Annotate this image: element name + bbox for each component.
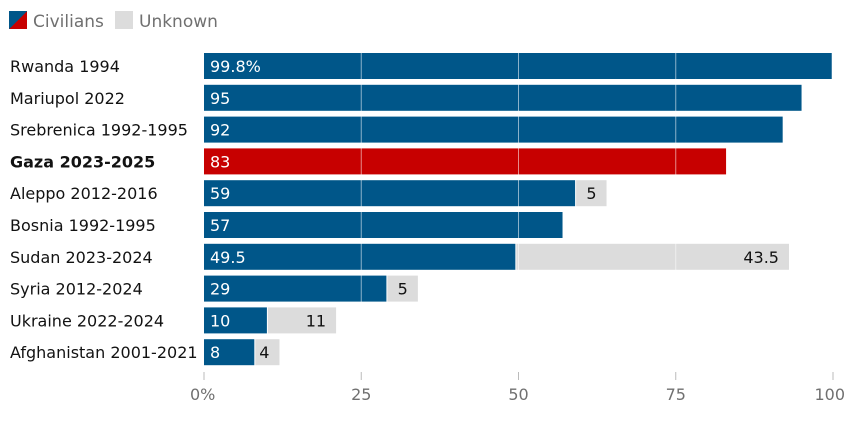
bar-civilians (204, 180, 576, 207)
bar-unknown (267, 307, 337, 334)
x-tick-label: 75 (666, 385, 686, 404)
x-tick-label: 0% (190, 385, 215, 404)
bar-civilians (204, 212, 563, 238)
category-label: Sudan 2023-2024 (10, 248, 153, 267)
category-label: Ukraine 2022-2024 (10, 311, 164, 330)
bar-unknown (387, 275, 418, 302)
legend-swatch-unknown (115, 11, 133, 29)
data-label-civilians: 92 (210, 121, 230, 140)
data-label-civilians: 49.5 (210, 248, 246, 267)
bar-civilians (204, 243, 516, 270)
category-label: Afghanistan 2001-2021 (10, 343, 198, 362)
data-label-civilians: 57 (210, 216, 230, 235)
bar-unknown (255, 339, 280, 366)
data-label-civilians: 8 (210, 343, 220, 362)
category-label: Aleppo 2012-2016 (10, 184, 158, 203)
data-label-civilians: 83 (210, 152, 230, 171)
bar-civilians (204, 84, 802, 111)
data-label-civilians: 95 (210, 89, 230, 108)
bar-unknown (576, 180, 607, 207)
legend-label-civilians: Civilians (33, 12, 104, 32)
bar-unknown (516, 243, 789, 270)
x-tick-label: 50 (508, 385, 528, 404)
data-label-civilians: 99.8% (210, 57, 261, 76)
category-label: Bosnia 1992-1995 (10, 216, 156, 235)
bar-civilians (204, 307, 267, 334)
bar-civilians (204, 148, 727, 175)
bar-civilians (204, 116, 783, 143)
data-label-unknown: 5 (586, 184, 596, 203)
legend-label-unknown: Unknown (139, 12, 218, 32)
category-label: Rwanda 1994 (10, 57, 120, 76)
category-label: Srebrenica 1992-1995 (10, 121, 188, 140)
data-label-unknown: 4 (259, 343, 269, 362)
legend-swatch-civilians (9, 11, 27, 29)
bar-civilians (204, 53, 832, 79)
data-label-unknown: 43.5 (743, 248, 779, 267)
data-label-civilians: 10 (210, 311, 230, 330)
bar-civilians (204, 339, 255, 366)
bar-civilians (204, 275, 387, 302)
category-label: Mariupol 2022 (10, 89, 125, 108)
data-label-civilians: 59 (210, 184, 230, 203)
x-tick-label: 25 (351, 385, 371, 404)
category-label: Syria 2012-2024 (10, 280, 143, 299)
category-label: Gaza 2023-2025 (10, 152, 155, 171)
data-label-unknown: 5 (398, 280, 408, 299)
x-tick-label: 100 (814, 385, 845, 404)
data-label-civilians: 29 (210, 280, 230, 299)
data-label-unknown: 11 (306, 311, 326, 330)
